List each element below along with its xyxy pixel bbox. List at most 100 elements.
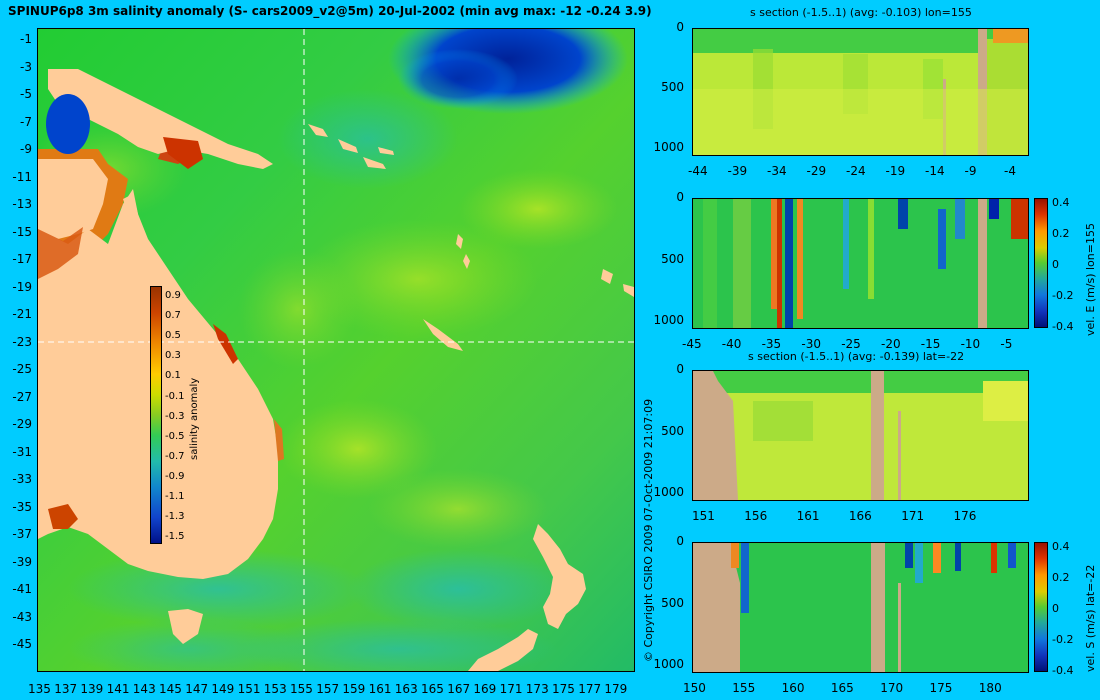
p3-x-tick: 166 [848,509,872,523]
panel3-plot[interactable] [692,370,1029,501]
panel2-svg [693,199,1028,328]
panel3-svg [693,371,1028,500]
p3-y-tick: 500 [661,423,684,438]
colorbar-tick-label: -0.5 [165,430,185,442]
p2-x-tick: -25 [841,337,861,351]
lon-tick-label: 147 [185,682,209,696]
salinity-colorbar [150,286,162,544]
p4-x-tick: 160 [781,681,805,695]
map-title: SPINUP6p8 3m salinity anomaly (S- cars20… [8,4,652,18]
p1-x-tick: -34 [767,164,787,178]
colorbar-tick-label: -0.1 [165,390,185,402]
lon-tick-label: 161 [368,682,392,696]
colorbar-tick-label: 0.1 [165,370,181,382]
lat-tick-label: -19 [12,279,32,294]
lat-tick-label: -1 [20,32,32,46]
lon-tick-label: 137 [54,682,78,696]
lat-tick-label: -5 [20,87,32,101]
p1-x-tick: -44 [688,164,708,178]
p4-y-tick: 1000 [653,657,684,671]
p2-x-tick: -45 [682,337,702,351]
lat-tick-label: -35 [12,499,32,514]
p2-y-tick: 500 [661,251,684,266]
p2-cbar-tick: -0.2 [1052,289,1074,302]
colorbar-tick-label: -1.5 [165,531,185,543]
p2-cbar-tick: 0.4 [1052,196,1070,209]
p4-y-tick: 500 [661,595,684,610]
p4-x-tick: 180 [978,681,1002,695]
lat-tick-label: -7 [20,114,32,129]
lat-tick-label: -21 [12,307,32,321]
lat-tick-label: -27 [12,389,32,404]
lat-tick-label: -33 [12,472,32,486]
lat-tick-label: -11 [12,169,32,184]
p4-x-tick: 175 [929,681,953,695]
lon-tick-label: 165 [421,682,444,696]
p1-y-tick: 0 [676,20,684,34]
lon-tick-label: 169 [473,682,497,696]
lat-tick-label: -25 [12,362,32,376]
colorbar-tick-label: 0.7 [165,310,181,322]
p2-x-tick: -30 [801,337,821,351]
p3-x-tick: 161 [796,509,820,523]
colorbar-tick-label: 0.5 [165,330,181,342]
p4-cbar-tick: 0 [1052,602,1059,615]
p4-x-tick: 165 [830,681,854,695]
p4-x-tick: 150 [683,681,706,695]
lat-tick-label: -29 [12,417,32,431]
lon-tick-label: 151 [237,682,261,696]
lon-tick-label: 175 [552,682,575,696]
panel1-plot[interactable] [692,28,1029,156]
lon-tick-label: 173 [525,682,549,696]
colorbar-tick-label: -0.7 [165,450,185,462]
panel4-plot[interactable] [692,542,1029,673]
lat-tick-label: -17 [12,252,32,266]
lon-tick-label: 139 [80,682,104,696]
p1-x-tick: -29 [806,164,827,178]
p4-y-tick: 0 [676,534,684,548]
lat-tick-label: -43 [12,609,32,624]
lon-tick-label: 177 [578,682,602,696]
panel3-title: s section (-1.5..1) (avg: -0.139) lat=-2… [748,350,965,363]
lat-tick-label: -41 [12,582,32,596]
p1-x-tick: -9 [964,164,977,178]
lon-tick-label: 149 [211,682,235,696]
p1-x-tick: -24 [846,164,866,178]
velS-colorbar-label: vel. S (m/s) lat=-22 [1084,564,1097,672]
p2-x-tick: -20 [881,337,901,351]
colorbar-tick-label: -0.9 [165,470,185,482]
p2-x-tick: -15 [920,337,941,351]
lon-tick-label: 143 [132,682,156,696]
lat-tick-label: -39 [12,554,32,569]
lon-tick-label: 179 [604,682,628,696]
p1-x-tick: -39 [727,164,748,178]
p2-x-tick: -10 [960,337,981,351]
lon-tick-label: 163 [394,682,418,696]
lon-tick-label: 135 [28,682,51,696]
p1-x-tick: -4 [1004,164,1016,178]
lon-tick-label: 171 [499,682,523,696]
lat-tick-label: -31 [12,444,32,459]
p4-cbar-tick: 0.4 [1052,540,1070,553]
salinity-map-svg [38,29,634,671]
velE-colorbar-label: vel. E (m/s) lon=155 [1084,223,1097,336]
lon-tick-label: 141 [106,682,130,696]
p2-y-tick: 1000 [653,313,684,327]
salinity-map[interactable] [37,28,635,672]
colorbar-tick-label: -0.3 [165,410,185,422]
p4-cbar-tick: -0.2 [1052,633,1074,646]
lon-tick-label: 157 [316,682,340,696]
lon-tick-label: 145 [159,682,182,696]
p1-x-tick: -19 [885,164,906,178]
p3-x-tick: 176 [953,509,977,523]
p4-x-tick: 170 [880,681,904,695]
p2-x-tick: -5 [1000,337,1013,351]
panel1-title: s section (-1.5..1) (avg: -0.103) lon=15… [750,6,972,19]
velE-colorbar [1034,198,1048,328]
salinity-colorbar-label: salinity anomaly [189,377,200,460]
velS-colorbar [1034,542,1048,672]
p2-y-tick: 0 [676,190,684,204]
panel2-plot[interactable] [692,198,1029,329]
lat-tick-label: -45 [12,637,32,651]
p3-x-tick: 151 [692,509,715,523]
